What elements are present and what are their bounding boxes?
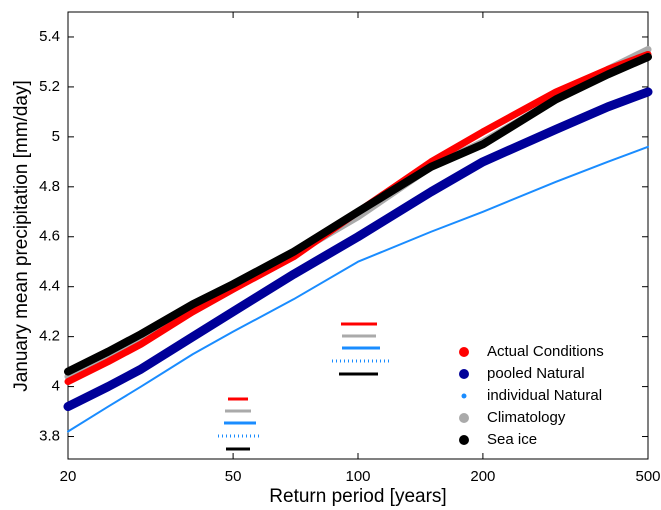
y-tick-label: 4.8 bbox=[39, 178, 60, 195]
legend-marker bbox=[459, 435, 469, 445]
y-tick-label: 4.4 bbox=[39, 278, 60, 295]
x-tick-label: 100 bbox=[345, 468, 370, 485]
legend-label: pooled Natural bbox=[487, 365, 585, 382]
legend-marker bbox=[459, 347, 469, 357]
x-tick-label: 50 bbox=[225, 468, 242, 485]
y-tick-label: 4.2 bbox=[39, 328, 60, 345]
y-axis-title: January mean precipitation [mm/day] bbox=[11, 80, 32, 392]
y-tick-label: 5 bbox=[52, 128, 60, 145]
y-tick-label: 4 bbox=[52, 378, 60, 395]
x-axis-title: Return period [years] bbox=[269, 486, 446, 507]
range-markers bbox=[218, 322, 390, 451]
legend-marker bbox=[459, 413, 469, 423]
series-line bbox=[64, 52, 652, 376]
legend-label: individual Natural bbox=[487, 387, 602, 404]
legend-marker bbox=[459, 369, 469, 379]
y-tick-label: 4.6 bbox=[39, 228, 60, 245]
legend-label: Actual Conditions bbox=[487, 343, 604, 360]
y-tick-label: 5.4 bbox=[39, 28, 60, 45]
legend-label: Sea ice bbox=[487, 431, 537, 448]
series-line bbox=[63, 87, 653, 412]
legend-marker bbox=[461, 393, 467, 399]
legend-label: Climatology bbox=[487, 409, 566, 426]
x-tick-label: 20 bbox=[60, 468, 77, 485]
x-tick-label: 200 bbox=[470, 468, 495, 485]
y-tick-label: 5.2 bbox=[39, 78, 60, 95]
y-tick-label: 3.8 bbox=[39, 427, 60, 444]
x-tick-label: 500 bbox=[635, 468, 660, 485]
series-line bbox=[67, 145, 649, 433]
